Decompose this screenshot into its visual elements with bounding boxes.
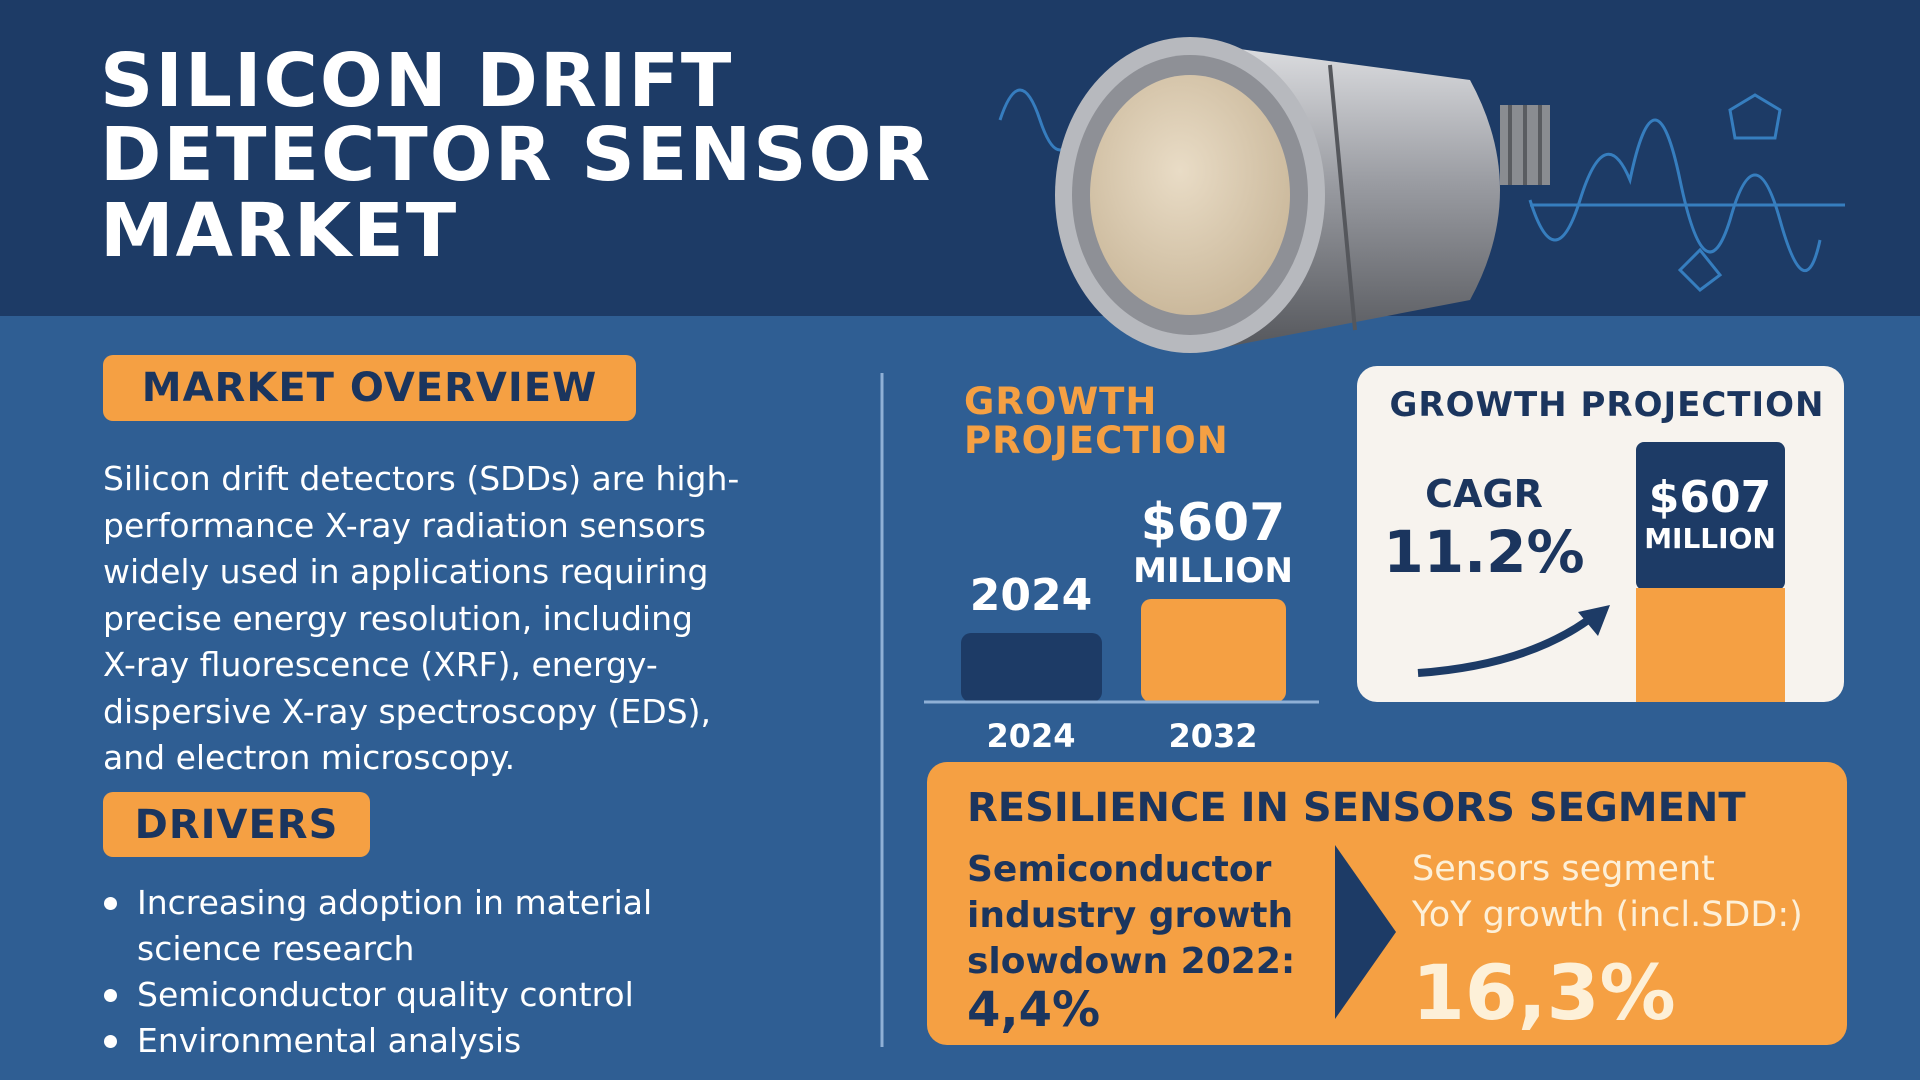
- chevron: [1335, 845, 1396, 1019]
- right-value: 16,3%: [1412, 948, 1676, 1037]
- category-label: 2032: [1168, 717, 1258, 755]
- overview-line: Silicon drift detectors (SDDs) are high-: [103, 459, 740, 498]
- section-heading: MARKET OVERVIEW: [103, 355, 636, 421]
- cagr-label: CAGR: [1425, 472, 1543, 516]
- card-bar-unit: MILLION: [1644, 522, 1776, 555]
- right-text: YoY growth (incl.SDD:): [1412, 895, 1803, 935]
- growth-arrow: [1417, 611, 1598, 677]
- overview-line: X-ray fluorescence (XRF), energy-: [103, 645, 658, 684]
- bar-2032: [1141, 599, 1286, 702]
- bullet-dot: [104, 989, 117, 1002]
- driver-line: Increasing adoption in material: [137, 883, 653, 922]
- overview-line: precise energy resolution, including: [103, 598, 693, 638]
- cagr-value: 11.2%: [1383, 518, 1585, 586]
- chart-title: GROWTH: [964, 380, 1158, 423]
- bar-label: 2024: [969, 570, 1093, 621]
- resilience-title: RESILIENCE IN SENSORS SEGMENT: [967, 785, 1746, 831]
- card-bar-value: $607: [1648, 472, 1772, 523]
- driver-line: science research: [137, 929, 415, 968]
- resilience-box: [927, 762, 1847, 1045]
- title-line: MARKET: [100, 188, 459, 274]
- sensor-illustration: [1055, 37, 1550, 353]
- card-title: GROWTH PROJECTION: [1389, 385, 1825, 425]
- overview-line: dispersive X-ray spectroscopy (EDS),: [103, 691, 711, 731]
- right-text: Sensors segment: [1412, 849, 1715, 889]
- bullet-dot: [104, 897, 117, 910]
- overview-line: performance X-ray radiation sensors: [103, 505, 706, 545]
- left-text: slowdown 2022:: [967, 941, 1296, 982]
- arrow-head: [1578, 605, 1610, 636]
- chart-title: PROJECTION: [964, 419, 1229, 462]
- bar-label: MILLION: [1133, 551, 1293, 591]
- section-heading: DRIVERS: [103, 792, 370, 857]
- overview-line: and electron microscopy.: [103, 738, 516, 777]
- bar-2024: [961, 633, 1102, 702]
- driver-line: Environmental analysis: [137, 1021, 522, 1060]
- bar-label: $607: [1140, 493, 1286, 553]
- title-line: SILICON DRIFT: [100, 38, 734, 124]
- driver-line: Semiconductor quality control: [137, 975, 634, 1014]
- title-line: DETECTOR SENSOR: [100, 112, 933, 198]
- left-value: 4,4%: [967, 982, 1101, 1038]
- bullet-dot: [104, 1035, 117, 1048]
- card-bar-bottom: [1636, 588, 1785, 702]
- left-text: Semiconductor: [967, 849, 1272, 890]
- card-bar-top: [1636, 442, 1785, 590]
- overview-line: widely used in applications requiring: [103, 552, 709, 591]
- left-text: industry growth: [967, 895, 1294, 936]
- category-label: 2024: [986, 717, 1076, 755]
